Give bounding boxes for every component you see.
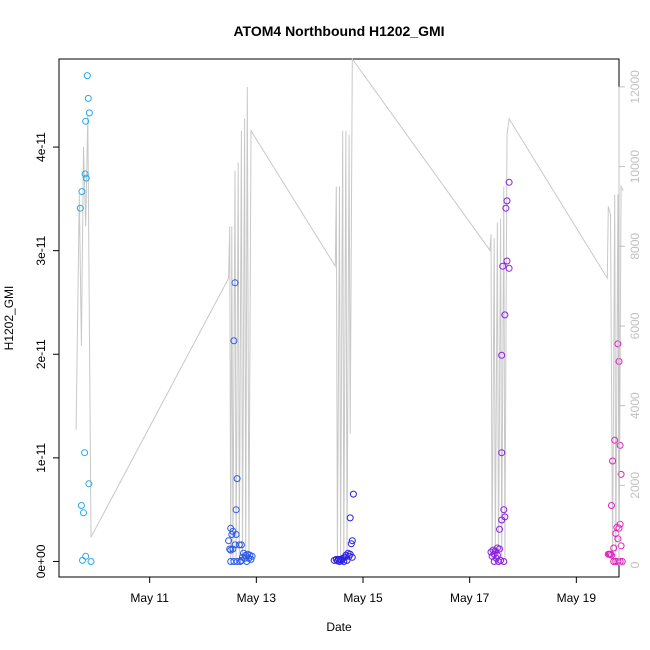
data-point-s1-11 (237, 541, 245, 549)
data-point-s3-7 (498, 351, 506, 359)
data-point-s2-14 (330, 556, 338, 564)
y-axis-label: H1202_GMI (2, 286, 16, 351)
data-point-s4-21 (616, 558, 624, 565)
data-point-s2-18 (340, 558, 348, 565)
data-point-s3-5 (505, 264, 513, 272)
x-tick-label: May 15 (343, 591, 383, 605)
data-point-s1-2 (233, 475, 241, 483)
data-point-s1-6 (228, 531, 236, 538)
chart-title: ATOM4 Northbound H1202_GMI (233, 23, 444, 39)
data-point-s1-8 (225, 537, 233, 545)
data-point-s0-13 (82, 552, 90, 560)
data-point-s3-2 (502, 204, 510, 212)
data-point-s4-4 (609, 457, 617, 465)
data-point-s1-24 (237, 556, 245, 564)
data-point-s1-3 (232, 506, 240, 514)
data-point-s2-3 (347, 540, 355, 548)
data-point-s3-16 (491, 547, 499, 555)
data-point-s0-8 (81, 449, 89, 457)
y-tick-label: 4e-11 (34, 132, 48, 162)
x-tick-label: May 13 (237, 591, 277, 605)
y2-tick-label: 4000 (628, 392, 642, 419)
y2-tick-label: 6000 (628, 312, 642, 339)
data-point-s2-1 (346, 514, 354, 522)
y2-tick-label: 12000 (628, 70, 642, 104)
data-point-s0-7 (76, 204, 84, 212)
data-point-s2-9 (348, 553, 356, 561)
data-point-s2-0 (349, 490, 357, 498)
data-point-s3-4 (503, 257, 511, 265)
data-point-s0-6 (78, 188, 86, 196)
data-point-s1-7 (232, 531, 240, 538)
data-point-s0-10 (77, 502, 85, 509)
data-point-s4-12 (617, 542, 625, 550)
data-point-s4-13 (610, 544, 618, 552)
data-point-s1-14 (227, 546, 235, 554)
data-point-s3-23 (500, 558, 508, 565)
y2-tick-label: 0 (628, 561, 642, 568)
data-point-s3-25 (495, 558, 502, 565)
data-point-s0-4 (81, 170, 89, 178)
data-point-s2-2 (348, 537, 356, 545)
data-point-s0-5 (82, 174, 90, 182)
data-point-s3-24 (490, 558, 498, 565)
data-point-s0-12 (79, 556, 86, 564)
data-point-s3-12 (496, 525, 503, 533)
data-point-s1-1 (230, 337, 238, 345)
x-tick-label: May 17 (450, 591, 490, 605)
data-point-s1-29 (236, 558, 244, 565)
data-point-s0-1 (84, 94, 92, 102)
data-point-s4-3 (616, 441, 624, 449)
x-axis-label: Date (326, 620, 352, 634)
data-point-s4-6 (608, 502, 615, 509)
data-point-s3-6 (501, 311, 509, 319)
data-point-s0-14 (87, 558, 95, 565)
data-point-s0-0 (83, 72, 91, 80)
data-point-s1-12 (226, 545, 234, 553)
plot-layer (75, 57, 626, 565)
data-point-s1-15 (240, 549, 247, 557)
data-point-s2-16 (343, 556, 351, 564)
data-point-s4-0 (614, 340, 622, 348)
data-point-s3-11 (501, 513, 509, 521)
data-point-s0-3 (82, 117, 90, 125)
data-point-s4-20 (614, 558, 622, 565)
data-point-s1-23 (247, 555, 255, 563)
data-point-s4-5 (617, 470, 625, 478)
y-tick-label: 3e-11 (34, 235, 48, 265)
data-point-s1-0 (231, 279, 239, 287)
data-point-s3-3 (499, 262, 507, 270)
y2-tick-label: 8000 (628, 233, 642, 260)
y-tick-label: 0e+00 (34, 544, 48, 578)
data-point-s2-7 (345, 552, 353, 560)
y2-tick-label: 2000 (628, 472, 642, 499)
y2-tick-label: 10000 (628, 150, 642, 184)
y-tick-label: 2e-11 (34, 339, 48, 369)
data-point-s1-10 (235, 541, 243, 549)
data-point-s3-18 (490, 550, 498, 558)
y-tick-label: 1e-11 (34, 443, 48, 473)
data-point-s4-17 (608, 551, 615, 559)
data-point-s2-19 (336, 558, 343, 565)
data-point-s3-8 (498, 449, 506, 457)
x-tick-label: May 11 (130, 591, 169, 605)
data-point-s0-2 (85, 109, 93, 117)
data-point-s0-9 (85, 480, 93, 488)
data-point-s3-9 (500, 506, 508, 514)
data-point-s0-11 (80, 509, 87, 517)
data-point-s4-11 (614, 535, 622, 543)
data-point-s3-14 (496, 545, 503, 553)
data-point-s3-0 (505, 178, 513, 186)
data-point-s3-1 (503, 197, 511, 205)
data-point-s4-2 (611, 436, 619, 444)
secondary-series-line (75, 57, 624, 562)
data-point-s1-28 (233, 558, 241, 565)
x-tick-label: May 19 (557, 591, 597, 605)
